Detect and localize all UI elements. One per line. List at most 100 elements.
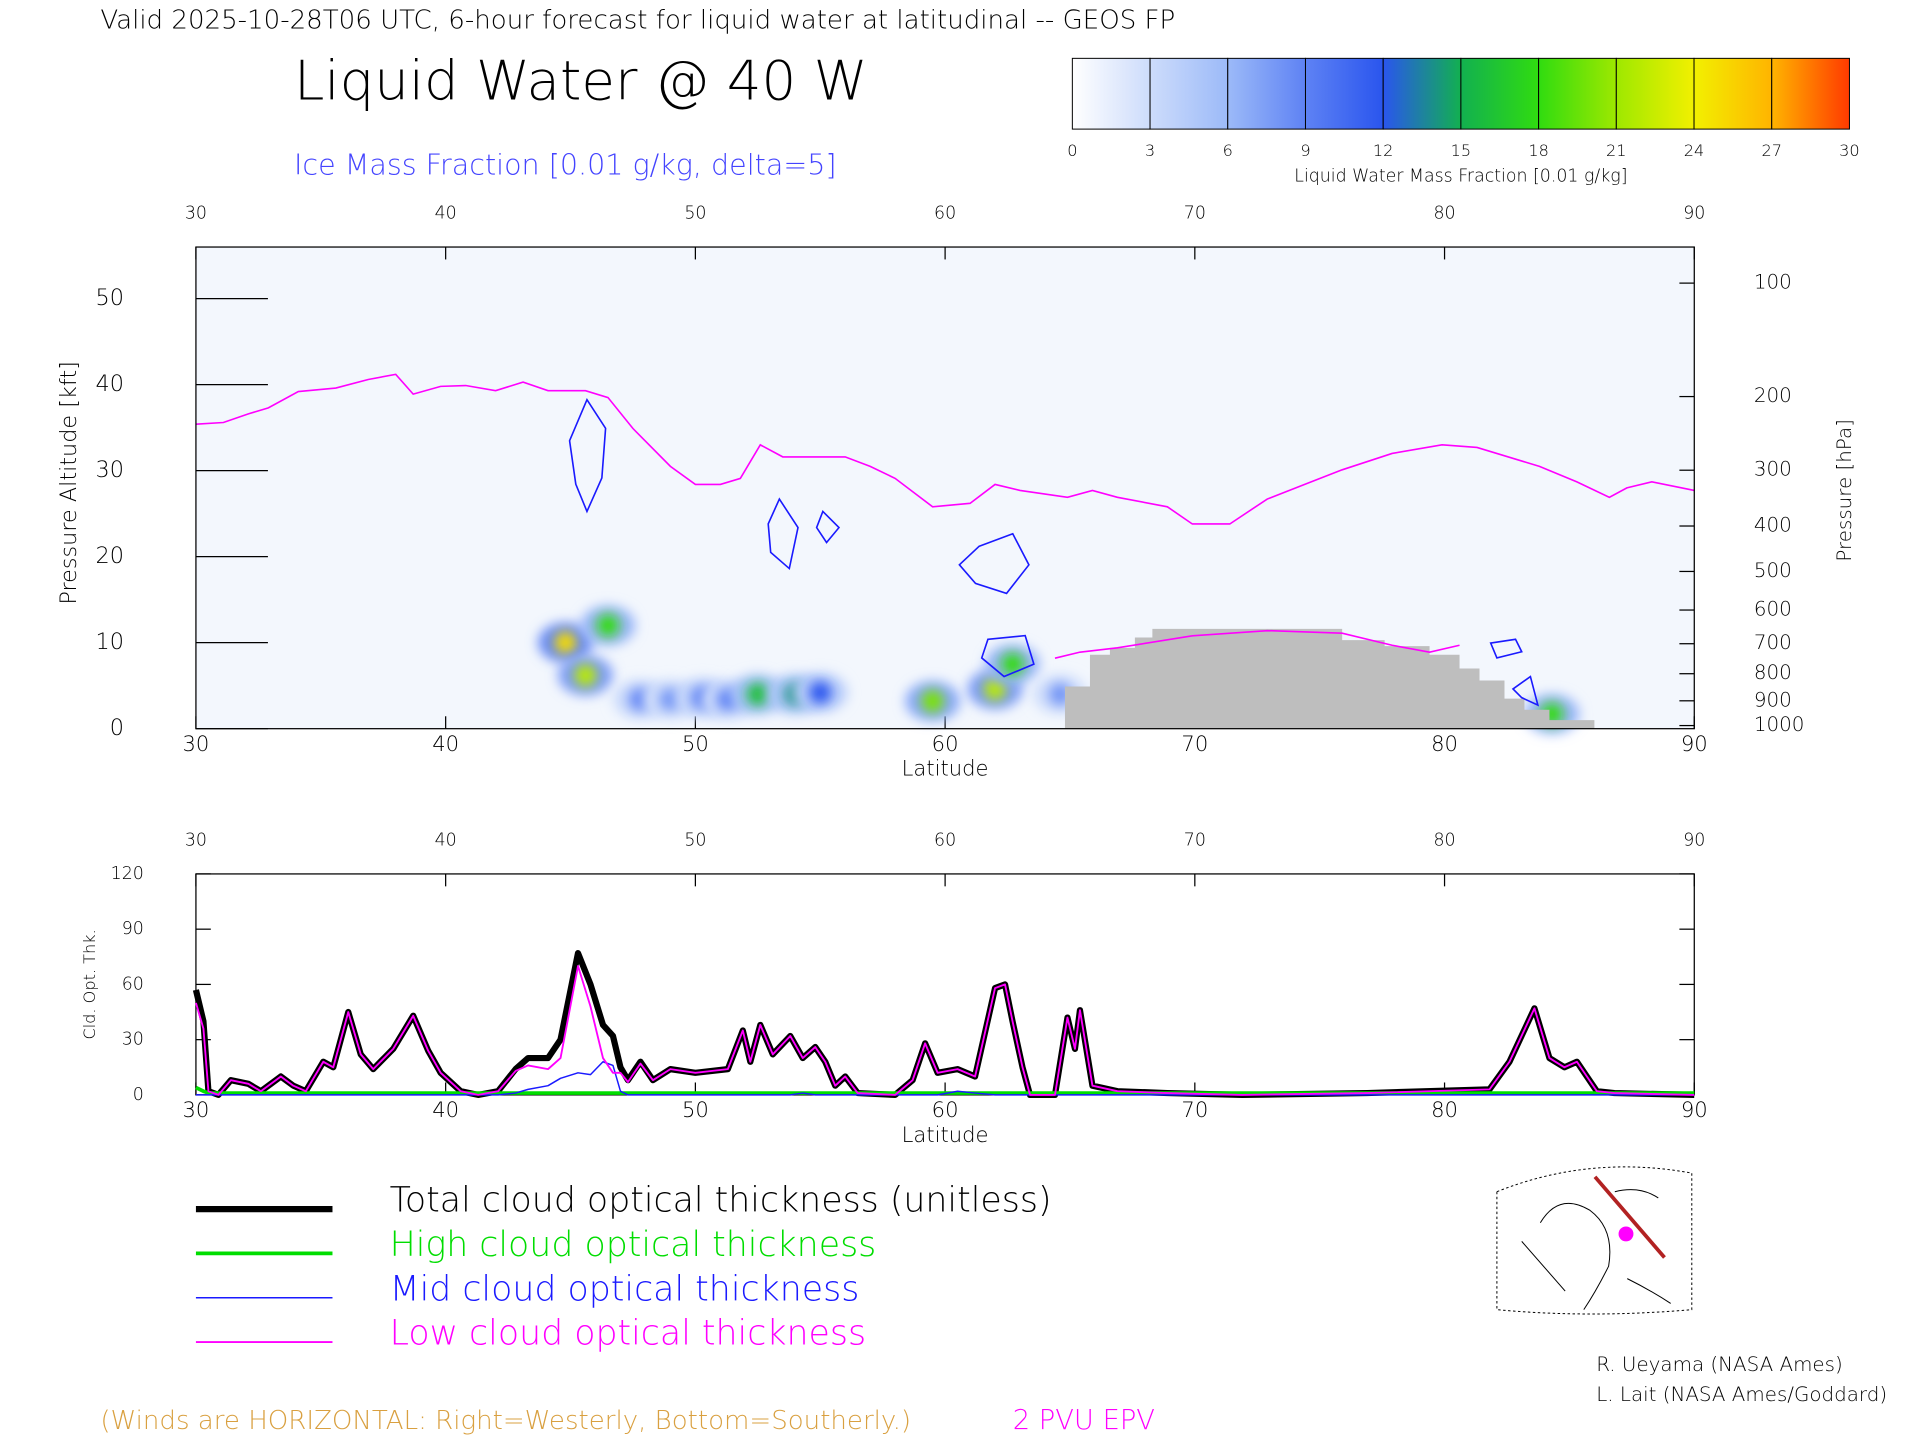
y-tick-label: 30 [96, 457, 124, 483]
x-tick-label: 70 [1181, 1097, 1208, 1122]
x-axis-label: Latitude [902, 1122, 989, 1147]
plots: 0 3 6 9 12 15 18 21 24 27 30 30 30 40 40 50 50 60 60 70 70 80… [56, 57, 1860, 1354]
legend-label: Mid cloud optical thickness [390, 1269, 860, 1309]
legend-label: High cloud optical thickness [390, 1225, 877, 1265]
map-frame [1496, 1166, 1693, 1315]
y2-tick-label: 800 [1754, 661, 1792, 684]
page-title: Valid 2025-10-28T06 UTC, 6-hour forecast… [100, 6, 1175, 36]
y2-tick-label: 300 [1754, 458, 1792, 481]
locator-map [1496, 1166, 1693, 1315]
x-tick-label-top: 80 [1434, 204, 1456, 224]
x-tick-label: 60 [932, 1097, 959, 1122]
ice-contour [1489, 638, 1523, 659]
y2-tick-label: 200 [1754, 384, 1792, 407]
x-tick-label-top: 80 [1434, 830, 1456, 850]
x-tick-label: 50 [682, 731, 709, 756]
y-tick-label: 40 [96, 371, 124, 397]
x-tick-label: 80 [1431, 731, 1458, 756]
y-tick-label: 0 [133, 1085, 144, 1105]
colorbar-tick-label: 12 [1373, 141, 1394, 160]
cloud-cell [983, 677, 1007, 701]
colorbar-bin [1304, 57, 1384, 130]
cloud-cell [921, 689, 944, 713]
x-tick-label-top: 70 [1184, 204, 1206, 224]
x-tick-label-top: 90 [1683, 204, 1705, 224]
epv-line [1054, 629, 1460, 659]
ice-contour [958, 532, 1030, 595]
cloud-cell [746, 683, 769, 706]
x-tick-label: 90 [1681, 1097, 1708, 1122]
cloud-cell [596, 614, 620, 637]
colorbar-tick-label: 0 [1067, 141, 1077, 160]
subtitle: Ice Mass Fraction [0.01 g/kg, delta=5] [294, 147, 837, 181]
colorbar-bin [1227, 57, 1306, 130]
colorbar-tick-label: 21 [1606, 141, 1627, 160]
y-axis-label: Pressure Altitude [kft] [56, 361, 82, 604]
y2-tick-label: 1000 [1754, 713, 1805, 736]
y2-tick-label: 400 [1754, 514, 1792, 537]
x-tick-label-top: 40 [435, 204, 457, 224]
colorbar-tick-label: 6 [1223, 141, 1233, 160]
legend-label: Total cloud optical thickness (unitless) [390, 1181, 1052, 1221]
colorbar-tick-label: 18 [1528, 141, 1549, 160]
colorbar-tick-label: 3 [1145, 141, 1155, 160]
x-tick-label: 90 [1681, 731, 1708, 756]
y-tick-label: 60 [122, 974, 144, 994]
y-axis-label: Cld. Opt. Thk. [80, 929, 99, 1039]
colorbar-bin [1615, 57, 1695, 130]
colorbar-tick-label: 9 [1300, 141, 1310, 160]
x-tick-label-top: 60 [934, 830, 956, 850]
y-tick-label: 90 [122, 919, 144, 939]
x-tick-label: 30 [183, 731, 210, 756]
x-tick-label-top: 30 [185, 830, 207, 850]
plot-background [195, 247, 1695, 729]
colorbar-bin [1693, 57, 1773, 130]
y-tick-label: 10 [96, 629, 124, 655]
epv-note: 2 PVU EPV [1013, 1405, 1155, 1436]
colorbar-bin [1382, 57, 1462, 130]
plot-frame [195, 246, 1695, 730]
credit: R. Ueyama (NASA Ames) [1596, 1353, 1843, 1376]
series-line [195, 965, 1695, 1096]
x-tick-label: 30 [183, 1097, 210, 1122]
ice-contour [1511, 675, 1540, 707]
location-dot [1618, 1226, 1634, 1242]
x-tick-label-top: 60 [934, 204, 956, 224]
series-line [195, 1061, 1695, 1096]
colorbar-tick-label: 24 [1684, 141, 1705, 160]
ice-contour [568, 398, 607, 514]
colorbar-bin [1771, 57, 1850, 130]
x-tick-label: 50 [682, 1097, 709, 1122]
cloud-cell [809, 681, 832, 704]
colorbar-tick-label: 27 [1761, 141, 1782, 160]
colorbar-bin [1071, 57, 1151, 130]
cloud-cell [1001, 653, 1024, 676]
colorbar-tick-label: 30 [1839, 141, 1860, 160]
y2-tick-label: 100 [1754, 271, 1792, 294]
x-tick-label: 40 [432, 1097, 459, 1122]
legend-label: Low cloud optical thickness [390, 1314, 866, 1354]
x-tick-label-top: 50 [684, 830, 706, 850]
main-title: Liquid Water @ 40 W [294, 49, 868, 113]
ice-contour [815, 509, 841, 544]
colorbar-bin [1460, 57, 1540, 130]
y2-tick-label: 600 [1754, 598, 1792, 621]
section-track [1593, 1175, 1666, 1259]
series-line [192, 950, 1695, 1098]
y-tick-label: 120 [111, 864, 144, 884]
y2-tick-label: 900 [1754, 688, 1792, 711]
x-tick-label-top: 40 [435, 830, 457, 850]
ice-contour [980, 634, 1035, 678]
y2-tick-label: 500 [1754, 559, 1792, 582]
colorbar-label: Liquid Water Mass Fraction [0.01 g/kg] [1294, 166, 1627, 186]
y2-tick-label: 700 [1754, 631, 1792, 654]
ice-contour [767, 497, 799, 571]
credit: L. Lait (NASA Ames/Goddard) [1596, 1383, 1887, 1406]
x-tick-label-top: 30 [185, 204, 207, 224]
y2-axis-label: Pressure [hPa] [1833, 419, 1856, 561]
x-tick-label: 40 [432, 731, 459, 756]
x-tick-label: 80 [1431, 1097, 1458, 1122]
winds-note: (Winds are HORIZONTAL: Right=Westerly, B… [100, 1406, 911, 1436]
epv-line [195, 373, 1695, 525]
